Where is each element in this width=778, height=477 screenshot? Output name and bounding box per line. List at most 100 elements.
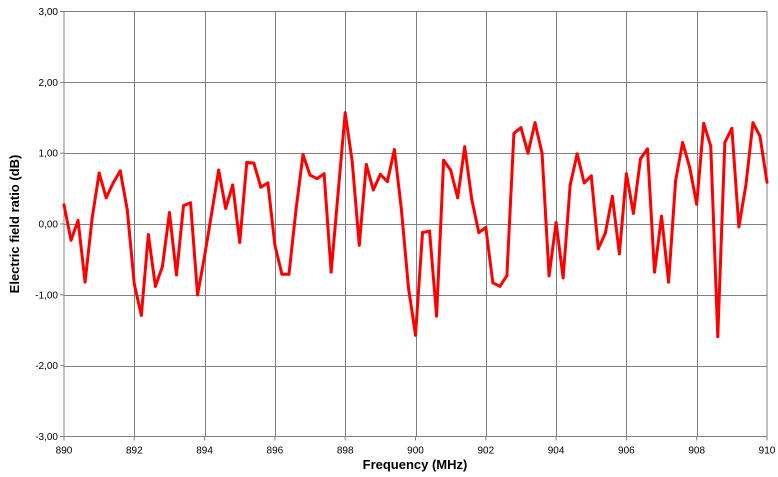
x-axis-title: Frequency (MHz) xyxy=(363,457,468,472)
data-point xyxy=(751,121,755,125)
y-tick-label: -1,00 xyxy=(35,290,58,301)
data-point xyxy=(343,111,347,115)
data-point xyxy=(203,254,207,258)
data-point xyxy=(442,158,446,162)
data-point xyxy=(174,273,178,277)
data-point xyxy=(561,276,565,280)
data-point xyxy=(519,126,523,130)
data-point xyxy=(758,134,762,138)
data-point xyxy=(280,272,284,276)
x-tick-label: 904 xyxy=(548,446,565,457)
data-point xyxy=(631,211,635,215)
data-point xyxy=(252,161,256,165)
data-point xyxy=(421,231,425,234)
x-axis-ticks: 890 892 894 896 898 900 902 904 906 908 910 xyxy=(56,436,776,457)
data-point xyxy=(189,201,193,205)
data-point xyxy=(667,280,671,284)
data-point xyxy=(350,160,354,164)
x-tick-label: 894 xyxy=(196,446,213,457)
data-point xyxy=(322,172,326,176)
y-tick-label: -3,00 xyxy=(35,432,58,443)
data-point xyxy=(111,181,115,185)
data-point xyxy=(83,280,87,284)
data-point xyxy=(554,221,558,225)
y-axis-title: Electric field ratio (dB) xyxy=(7,155,22,294)
x-tick-label: 890 xyxy=(56,446,73,457)
data-point xyxy=(484,226,488,230)
data-point xyxy=(526,151,530,155)
data-point xyxy=(69,238,73,242)
data-point xyxy=(723,141,727,145)
data-point xyxy=(287,272,291,276)
data-point xyxy=(491,281,495,285)
x-tick-label: 906 xyxy=(618,446,635,457)
data-point xyxy=(624,172,628,176)
data-point xyxy=(463,145,467,149)
data-point xyxy=(125,208,129,212)
data-point xyxy=(744,183,748,187)
data-point xyxy=(617,252,621,256)
data-point xyxy=(765,180,769,184)
x-tick-label: 900 xyxy=(407,446,424,457)
data-point xyxy=(259,185,263,189)
data-point xyxy=(582,181,586,185)
x-tick-label: 898 xyxy=(337,446,354,457)
data-point xyxy=(406,286,410,290)
data-point xyxy=(182,204,186,208)
data-point xyxy=(132,282,136,286)
data-point xyxy=(97,171,101,175)
x-tick-label: 902 xyxy=(477,446,494,457)
data-point xyxy=(336,190,340,194)
data-point xyxy=(245,160,249,164)
data-point xyxy=(217,168,221,172)
data-point xyxy=(512,131,516,135)
data-point xyxy=(505,274,509,278)
data-point xyxy=(210,211,214,215)
data-point xyxy=(575,152,579,156)
data-point xyxy=(716,335,720,339)
data-point xyxy=(273,243,277,247)
data-point xyxy=(645,147,649,151)
data-point xyxy=(301,153,305,157)
data-point xyxy=(308,173,312,177)
y-tick-label: -2,00 xyxy=(35,361,58,372)
x-tick-label: 908 xyxy=(688,446,705,457)
data-point xyxy=(737,225,741,229)
data-point xyxy=(294,208,298,212)
data-point xyxy=(329,270,333,274)
data-point xyxy=(709,144,713,148)
data-point xyxy=(139,313,143,317)
y-axis-ticks: -3,00 -2,00 -1,00 0,00 1,00 2,00 3,00 xyxy=(35,7,64,443)
data-point xyxy=(76,218,80,222)
data-point xyxy=(435,314,439,318)
y-tick-label: 1,00 xyxy=(39,149,59,160)
data-point xyxy=(589,174,593,178)
y-tick-label: 3,00 xyxy=(39,7,59,18)
data-point xyxy=(196,293,200,297)
data-point xyxy=(90,216,94,220)
data-point xyxy=(399,208,403,212)
data-point xyxy=(498,284,502,288)
data-point xyxy=(414,333,417,337)
y-tick-label: 0,00 xyxy=(39,220,59,231)
x-tick-label: 892 xyxy=(126,446,143,457)
data-point xyxy=(477,231,481,234)
gridlines xyxy=(64,11,767,437)
data-point xyxy=(378,172,382,176)
data-point xyxy=(428,229,432,233)
data-point xyxy=(470,197,474,201)
data-point xyxy=(533,121,537,125)
data-point xyxy=(638,157,642,161)
data-point xyxy=(456,196,460,200)
data-point xyxy=(695,202,699,206)
data-point xyxy=(392,148,396,152)
data-point xyxy=(702,121,706,125)
data-point xyxy=(596,247,600,251)
x-tick-label: 896 xyxy=(267,446,284,457)
data-point xyxy=(610,194,614,198)
data-point xyxy=(385,180,389,183)
data-point xyxy=(547,274,551,278)
data-point xyxy=(315,177,319,181)
data-point xyxy=(62,203,66,207)
